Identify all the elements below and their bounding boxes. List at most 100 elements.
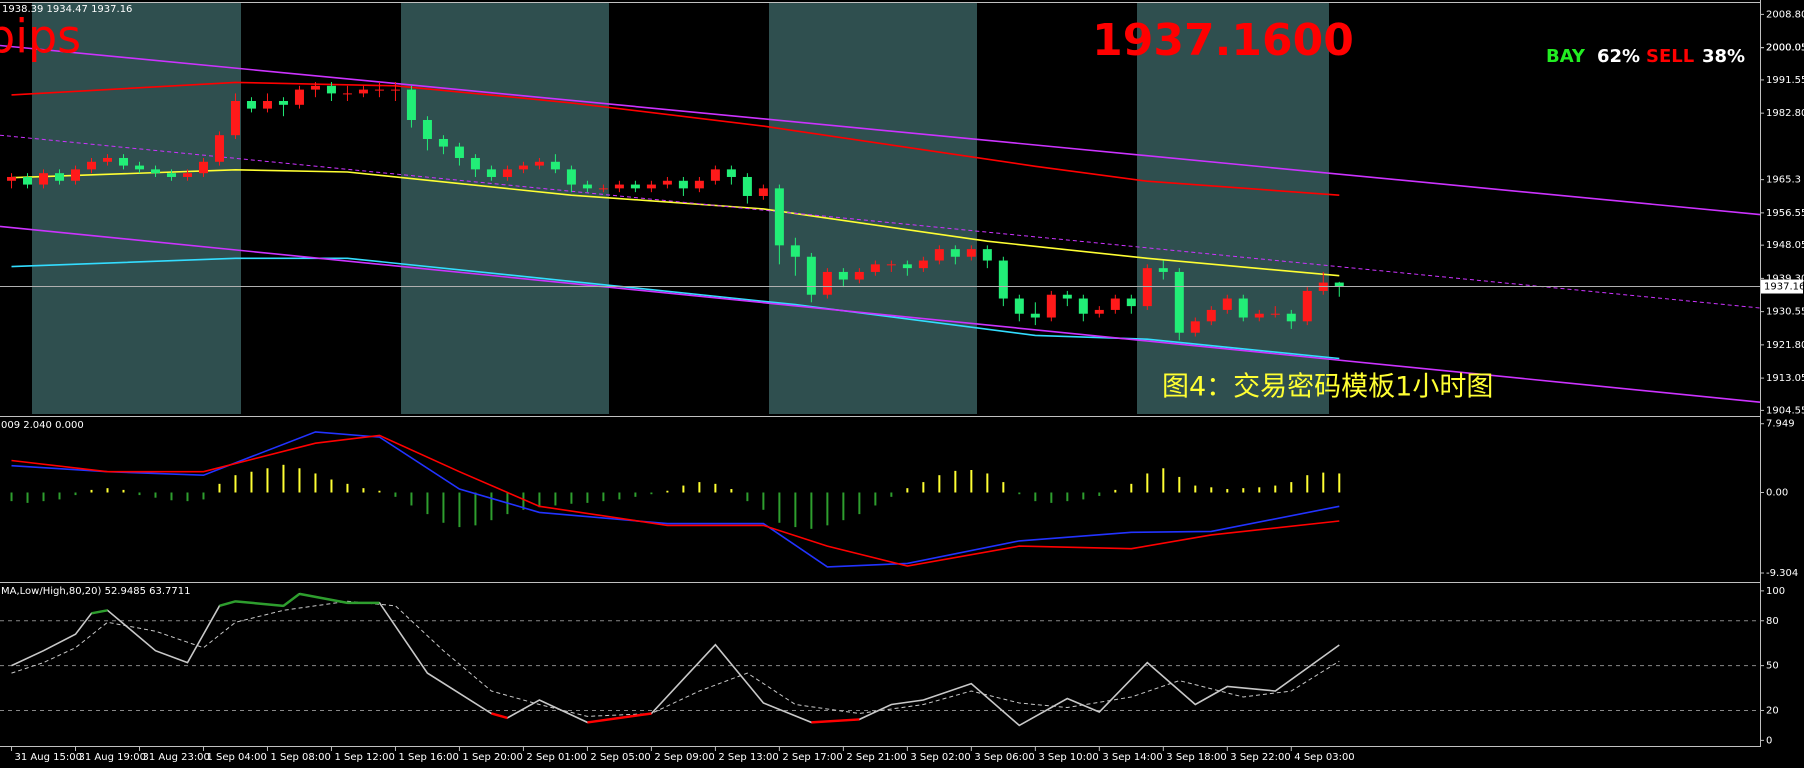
histogram-bar [842, 492, 845, 521]
x-tick-label: 1 Sep 16:00 [398, 752, 458, 763]
current-price-box [1761, 279, 1803, 294]
candle-body [518, 165, 528, 170]
x-tick-label: 31 Aug 15:00 [15, 752, 82, 763]
candle-body [598, 188, 608, 190]
candle-body [198, 161, 208, 174]
indicator-line [0, 44, 1761, 216]
histogram-bar [266, 468, 269, 493]
x-tick-label: 3 Sep 02:00 [910, 752, 970, 763]
histogram-bar [378, 490, 381, 493]
histogram-bar [810, 492, 813, 529]
candle-body [342, 93, 352, 95]
y-tick-label: 50 [1766, 661, 1779, 672]
x-tick-label: 31 Aug 19:00 [79, 752, 146, 763]
histogram-bar [394, 492, 397, 497]
candle-body [1334, 282, 1344, 287]
y-tick-label: 1930.55 [1766, 307, 1804, 318]
zone-segment [491, 712, 508, 720]
candle-body [358, 89, 368, 94]
histogram-bar [218, 483, 221, 493]
histogram-bar [170, 492, 173, 501]
session-band [32, 3, 241, 414]
sell-label: SELL [1646, 46, 1694, 67]
y-tick-label: 1913.05 [1766, 373, 1804, 384]
candle-body [1158, 268, 1168, 272]
stochastic-label: MA,Low/High,80,20) 52.9485 63.7711 [1, 586, 190, 597]
histogram-bar [426, 492, 429, 515]
x-tick-label: 3 Sep 22:00 [1230, 752, 1290, 763]
histogram-bar [1338, 473, 1341, 493]
x-tick-label: 2 Sep 17:00 [782, 752, 842, 763]
histogram-bar [282, 464, 285, 493]
indicator-line [11, 168, 1340, 277]
session-band [1137, 3, 1329, 414]
histogram-bar [10, 492, 13, 502]
histogram-bar [1066, 492, 1069, 502]
histogram-bar [186, 492, 189, 502]
histogram-bar [74, 492, 77, 496]
y-tick-label: 2000.05 [1766, 43, 1804, 54]
histogram-bar [1162, 468, 1165, 493]
candle-body [534, 161, 544, 166]
candle-body [486, 169, 496, 177]
candle-body [214, 135, 224, 162]
candle-body [838, 271, 848, 280]
histogram-bar [1050, 492, 1053, 503]
candle-body [662, 180, 672, 185]
candle-body [982, 249, 992, 261]
sell-percent: 38% [1702, 46, 1745, 67]
histogram-bar [1226, 489, 1229, 493]
histogram-bar [618, 492, 621, 500]
histogram-bar [730, 489, 733, 493]
x-tick-label: 3 Sep 18:00 [1166, 752, 1226, 763]
histogram-bar [1098, 492, 1101, 496]
candle-body [438, 138, 448, 147]
candle-body [422, 119, 432, 139]
histogram-bar [634, 492, 637, 497]
candle-body [454, 146, 464, 158]
watermark: pips [0, 10, 81, 64]
histogram-bar [346, 483, 349, 493]
candle-body [758, 188, 768, 196]
histogram-bar [714, 483, 717, 493]
histogram-bar [762, 492, 765, 510]
candle-body [1046, 294, 1056, 318]
x-tick-label: 3 Sep 10:00 [1038, 752, 1098, 763]
candle-body [582, 184, 592, 189]
histogram-bar [314, 473, 317, 493]
candle-body [1030, 313, 1040, 318]
histogram-bar [538, 492, 541, 508]
candle-body [374, 89, 384, 91]
histogram-bar [794, 492, 797, 528]
histogram-bar [458, 492, 461, 528]
y-tick-label: 1904.55 [1766, 405, 1804, 416]
y-tick-label: 2008.80 [1766, 9, 1804, 20]
histogram-bar [1194, 485, 1197, 493]
histogram-bar [1114, 489, 1117, 493]
histogram-bar [1130, 483, 1133, 493]
candle-body [646, 184, 656, 189]
candle-body [71, 169, 81, 181]
candle-body [87, 161, 97, 170]
y-tick-label: 1965.3 [1766, 175, 1801, 186]
candle-body [55, 173, 65, 181]
candle-body [1190, 321, 1200, 333]
candle-body [182, 173, 192, 177]
candle-body [7, 176, 17, 181]
candle-body [1270, 313, 1280, 315]
candle-body [550, 161, 560, 170]
candle-body [902, 264, 912, 269]
candle-body [470, 157, 480, 170]
histogram-bar [1306, 475, 1309, 493]
y-tick-label: 1948.05 [1766, 240, 1804, 251]
caption: 图4：交易密码模板1小时图 [1162, 372, 1493, 403]
x-tick-label: 2 Sep 13:00 [718, 752, 778, 763]
histogram-bar [1002, 482, 1005, 493]
x-tick-label: 1 Sep 08:00 [270, 752, 330, 763]
y-tick-label: -9.304 [1766, 568, 1798, 579]
histogram-bar [202, 492, 205, 500]
x-tick-label: 2 Sep 21:00 [846, 752, 906, 763]
histogram-bar [122, 489, 125, 493]
candle-body [390, 89, 400, 91]
x-tick-label: 31 Aug 23:00 [142, 752, 209, 763]
